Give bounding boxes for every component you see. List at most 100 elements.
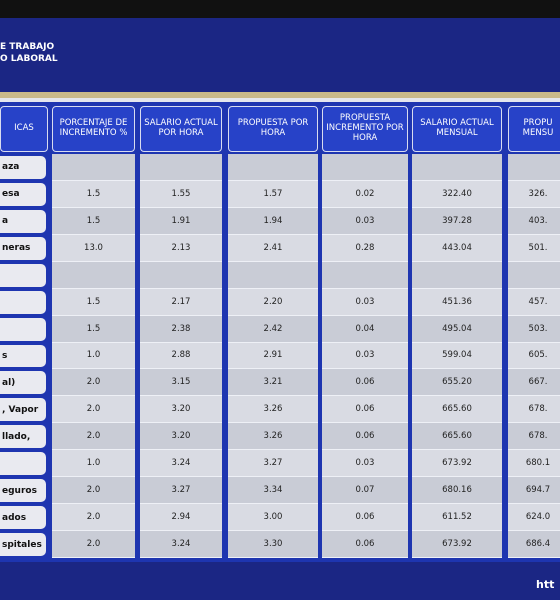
table-cell: 397.28 [412,207,502,235]
table-cell: 3.27 [228,450,318,478]
banner-title: O LABORAL [0,54,58,64]
column-header: ICAS [0,106,48,152]
table-cell: 673.92 [412,450,502,478]
column-header: SALARIO ACTUAL POR HORA [140,106,222,152]
table-cell: 0.06 [322,504,408,532]
table-cell: 2.94 [140,504,222,532]
table-cell: 495.04 [412,315,502,343]
table-cell: 2.0 [52,477,135,505]
table-cell [412,154,502,181]
row-label: al) [0,371,46,395]
stripe [0,92,560,98]
table-cell: 686.4 [508,531,560,558]
table-cell: 2.17 [140,288,222,316]
table-cell: 3.21 [228,369,318,397]
table-cell: 2.20 [228,288,318,316]
table-cell [52,261,135,289]
table-cell: 624.0 [508,504,560,532]
row-label: eguros [0,479,46,503]
table-cell: 13.0 [52,234,135,262]
table-cell: 3.34 [228,477,318,505]
table-cell: 678. [508,423,560,451]
table-cell: 3.27 [140,477,222,505]
row-label: esa [0,182,46,206]
table-cell: 1.5 [52,288,135,316]
table-cell [52,154,135,181]
top-bar [0,0,560,18]
table-cell [140,261,222,289]
table-cell: 1.55 [140,180,222,208]
footer-text: htt [536,578,555,591]
row-label [0,263,46,287]
table-cell: 678. [508,396,560,424]
table-cell: 0.02 [322,180,408,208]
table-cell [322,154,408,181]
table-cell: 0.03 [322,450,408,478]
table-cell: 680.16 [412,477,502,505]
table-cell: 611.52 [412,504,502,532]
table-cell: 326. [508,180,560,208]
table-cell: 3.00 [228,504,318,532]
table-cell [140,154,222,181]
column-header: PROPUESTA POR HORA [228,106,318,152]
row-label: , Vapor [0,398,46,422]
table-cell: 0.07 [322,477,408,505]
table-cell: 503. [508,315,560,343]
table-cell: 694.7 [508,477,560,505]
table-cell [322,261,408,289]
table-cell: 501. [508,234,560,262]
table-cell: 403. [508,207,560,235]
table-cell: 1.0 [52,450,135,478]
row-label [0,317,46,341]
table-cell: 665.60 [412,423,502,451]
table-cell: 457. [508,288,560,316]
table-cell [228,261,318,289]
table-cell [508,154,560,181]
table-cell: 2.42 [228,315,318,343]
table-cell: 599.04 [412,342,502,370]
table-cell [228,154,318,181]
table-cell: 2.0 [52,369,135,397]
table-cell: 655.20 [412,369,502,397]
banner-title: E TRABAJO [0,42,55,52]
table-cell: 665.60 [412,396,502,424]
row-label: aza [0,156,46,179]
column-header: PROPUESTA INCREMENTO POR HORA [322,106,408,152]
table-cell: 1.94 [228,207,318,235]
table-cell [412,261,502,289]
table-cell: 0.03 [322,288,408,316]
table-cell: 0.03 [322,207,408,235]
table-cell: 0.06 [322,369,408,397]
table-cell: 0.06 [322,531,408,558]
column-header: PROPU MENSU [508,106,560,152]
row-label: spitales [0,533,46,556]
table-cell: 3.26 [228,396,318,424]
table-cell: 605. [508,342,560,370]
row-label [0,290,46,314]
footer-bar [0,562,560,600]
table-cell: 673.92 [412,531,502,558]
row-label: ados [0,506,46,530]
table-cell: 1.5 [52,315,135,343]
table-cell: 2.88 [140,342,222,370]
table-cell: 0.03 [322,342,408,370]
table-cell: 2.13 [140,234,222,262]
table-cell: 1.5 [52,207,135,235]
banner [0,18,560,96]
table-cell: 2.0 [52,423,135,451]
table-cell: 3.30 [228,531,318,558]
table-cell: 3.24 [140,450,222,478]
row-label: s [0,344,46,368]
table-cell: 2.0 [52,531,135,558]
table-cell: 443.04 [412,234,502,262]
table-cell: 3.20 [140,396,222,424]
row-label [0,452,46,476]
table-cell: 2.38 [140,315,222,343]
table-cell: 2.41 [228,234,318,262]
table-cell: 322.40 [412,180,502,208]
row-label: llado, [0,425,46,449]
table-cell: 3.15 [140,369,222,397]
table-cell: 2.0 [52,504,135,532]
table-cell: 0.06 [322,423,408,451]
